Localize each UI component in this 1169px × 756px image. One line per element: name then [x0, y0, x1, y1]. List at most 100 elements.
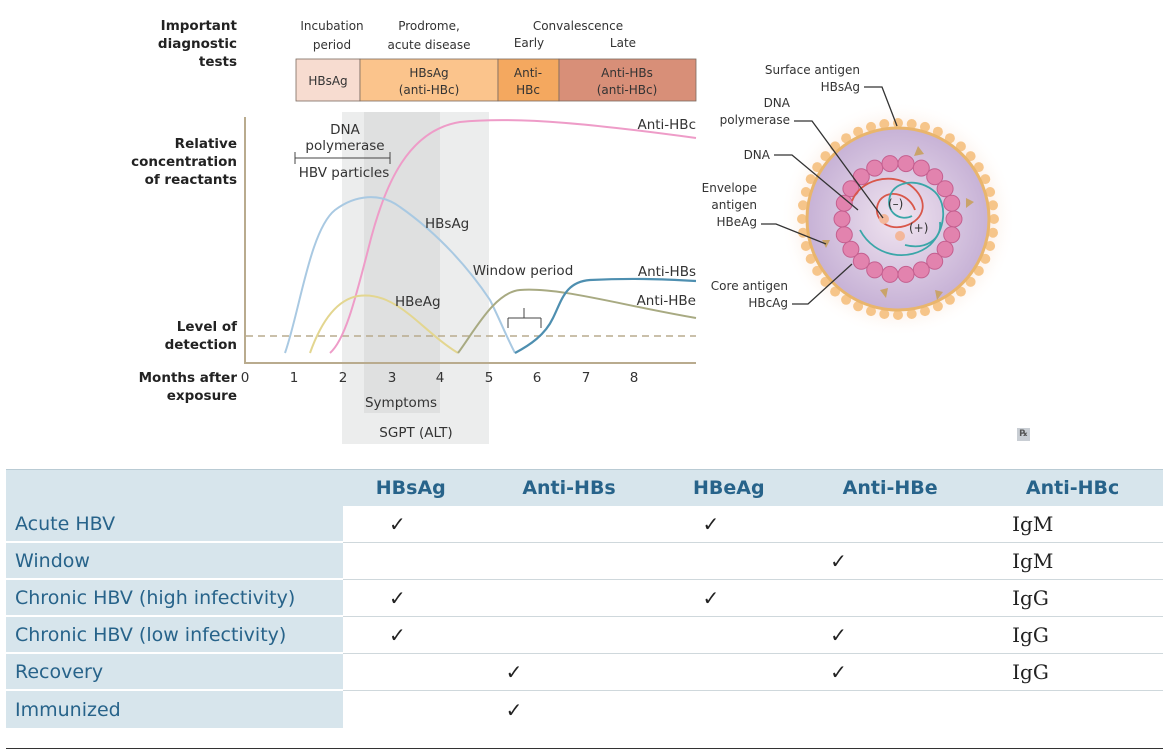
svg-text:HBc: HBc	[516, 83, 540, 97]
table-cell: ✓	[343, 617, 479, 654]
svg-text:Core antigen: Core antigen	[711, 279, 788, 293]
surface-antigen-spike	[985, 241, 996, 251]
table-row: Chronic HBV (low infectivity) ✓ ✓ IgG	[6, 617, 1163, 654]
svg-text:acute disease: acute disease	[387, 38, 470, 52]
surface-antigen-spike	[798, 200, 808, 211]
surface-antigen-spike	[879, 309, 890, 319]
svg-text:antigen: antigen	[711, 198, 757, 212]
row-label: Chronic HBV (low infectivity)	[6, 617, 343, 654]
surface-antigen-spike	[820, 276, 831, 287]
anti-hbc-label: Anti-HBc	[637, 117, 696, 133]
x-tick: 5	[485, 370, 494, 386]
svg-text:(+): (+)	[909, 221, 928, 235]
test-boxes: HBsAg HBsAg (anti-HBc) Anti- HBc Anti-HB…	[295, 58, 697, 102]
table-cell	[798, 506, 983, 543]
table-row: Immunized ✓	[6, 691, 1163, 728]
svg-text:Early: Early	[514, 36, 544, 50]
x-tick: 4	[436, 370, 445, 386]
core-antigen-bead	[866, 261, 884, 279]
svg-text:Late: Late	[610, 36, 636, 50]
svg-text:Incubation: Incubation	[300, 19, 363, 33]
surface-antigen-spike	[906, 309, 917, 319]
svg-text:polymerase: polymerase	[305, 138, 384, 154]
table-header-hbsag: HBsAg	[343, 469, 479, 506]
table-cell	[798, 580, 983, 617]
svg-text:detection: detection	[165, 337, 237, 353]
hbeag-curve	[309, 294, 459, 354]
core-antigen-bead	[881, 155, 899, 173]
surface-antigen-spike	[812, 162, 823, 173]
table-cell: IgM	[982, 543, 1163, 580]
core-antigen-bead	[936, 240, 954, 258]
table-cell	[660, 691, 799, 728]
svg-text:Important: Important	[161, 18, 238, 34]
window-period-bracket: Window period	[473, 263, 573, 328]
hbsag-label: HBsAg	[425, 216, 469, 232]
core-antigen-bead	[926, 252, 944, 270]
row-label: Window	[6, 543, 343, 580]
svg-text:of reactants: of reactants	[145, 172, 237, 188]
svg-text:Relative: Relative	[175, 136, 237, 152]
surface-antigen-spike	[988, 227, 998, 238]
row-label: Chronic HBV (high infectivity)	[6, 580, 343, 617]
row-label: Acute HBV	[6, 506, 343, 543]
serologic-markers-table: HBsAg Anti-HBs HBeAg Anti-HBe Anti-HBc A…	[6, 469, 1163, 728]
core-antigen-bead	[943, 194, 961, 212]
svg-text:period: period	[313, 38, 351, 52]
table-cell: IgG	[982, 580, 1163, 617]
row-label: Immunized	[6, 691, 343, 728]
core-antigen-bead	[881, 265, 899, 283]
table-cell	[343, 654, 479, 691]
test-box-anti-hbs	[558, 58, 697, 102]
surface-antigen-spike	[920, 121, 930, 132]
core-antigen-bead	[835, 194, 853, 212]
surface-antigen-spike	[920, 306, 930, 317]
svg-text:HBcAg: HBcAg	[748, 296, 788, 310]
svg-text:tests: tests	[199, 54, 237, 70]
core-antigen-bead	[912, 261, 930, 279]
surface-antigen-spike	[797, 214, 807, 224]
table-cell: ✓	[505, 697, 523, 722]
table-cell	[659, 617, 799, 654]
svg-text:Months after: Months after	[139, 370, 238, 386]
hbeag-label: HBeAg	[395, 294, 441, 310]
svg-text:HBeAg: HBeAg	[717, 215, 757, 229]
table-cell: ✓	[659, 506, 799, 543]
table-row: Recovery ✓ ✓ IgG	[6, 654, 1163, 691]
surface-antigen-spike	[800, 241, 811, 251]
svg-text:DNA: DNA	[330, 122, 360, 138]
surface-antigen-spike	[906, 119, 917, 129]
table-header-row: HBsAg Anti-HBs HBeAg Anti-HBe Anti-HBc	[6, 469, 1163, 506]
surface-antigen-spike	[805, 253, 816, 264]
surface-antigen-spike	[893, 310, 903, 320]
surface-antigen-spike	[988, 200, 998, 211]
bottom-rule	[6, 748, 1163, 749]
surface-antigen-spikes	[797, 118, 999, 320]
x-tick: 3	[388, 370, 397, 386]
surface-antigen-spike	[955, 286, 966, 297]
surface-antigen-spike	[841, 294, 852, 305]
svg-text:concentration: concentration	[131, 154, 237, 170]
core-antigen-bead	[852, 252, 870, 270]
svg-text:(anti-HBc): (anti-HBc)	[597, 83, 658, 97]
test-box-hbsag	[295, 58, 361, 102]
table-cell	[478, 580, 660, 617]
table-cell: IgG	[982, 617, 1163, 654]
surface-antigen-spike	[866, 306, 876, 317]
months-label: Months after exposure	[139, 370, 238, 404]
core-antigen-bead	[926, 168, 944, 186]
table-cell: ✓	[478, 654, 660, 691]
table-row: Window ✓ IgM	[6, 543, 1163, 580]
anti-hbs-curve	[514, 277, 697, 354]
table-cell	[343, 691, 479, 728]
surface-antigen-spike	[973, 265, 984, 276]
svg-text:(anti-HBc): (anti-HBc)	[399, 83, 460, 97]
x-tick: 2	[339, 370, 348, 386]
surface-antigen-spike	[812, 265, 823, 276]
hbv-virion-illustration: (–) (+)	[780, 101, 1016, 337]
core-antigen-bead	[936, 180, 954, 198]
svg-text:HBsAg: HBsAg	[308, 74, 347, 88]
surface-antigen-spike	[932, 301, 943, 312]
table-header-anti-hbs: Anti-HBs	[478, 469, 660, 506]
virion-labels: Surface antigen HBsAg DNA polymerase DNA…	[702, 63, 898, 310]
